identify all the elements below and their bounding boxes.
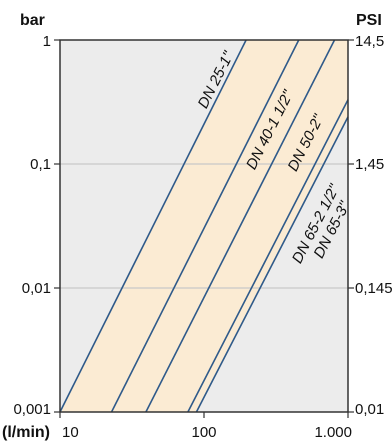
y-left-tick-label-0-1: 0,1 [30,156,51,173]
y-right-tick-label-1-45: 1,45 [355,156,384,173]
series-line-dn-40-1-1-2 [110,39,300,413]
tick-labels: 1 0,1 0,01 0,001 14,5 1,45 0,145 0,01 10 100 1.000 [13,33,392,441]
x-tick-label-1-000: 1.000 [314,424,352,441]
x-tick-label-100: 100 [191,424,216,441]
y-right-tick-label-14-5: 14,5 [355,33,384,50]
y-left-tick-label-0-01: 0,01 [22,280,51,297]
y-right-unit: PSI [356,12,382,29]
horizontal-gridlines [60,163,348,289]
y-right-tick-label-0-01: 0,01 [355,401,384,418]
series-lines [59,39,349,413]
series-line-dn-65-3 [195,116,349,413]
y-left-tick-label-0-001: 0,001 [13,401,51,418]
tick-marks [54,39,354,418]
y-left-unit: bar [20,12,45,29]
series-line-dn-25-1 [59,39,247,413]
y-left-tick-label-1: 1 [43,33,51,50]
y-right-tick-label-0-145: 0,145 [355,280,392,297]
flow-band [60,40,348,412]
series-line-dn-50-2 [145,39,336,413]
series-line-dn-65-2-1-2 [187,99,349,413]
x-unit: (l/min) [2,424,50,441]
x-tick-label-10: 10 [62,424,79,441]
